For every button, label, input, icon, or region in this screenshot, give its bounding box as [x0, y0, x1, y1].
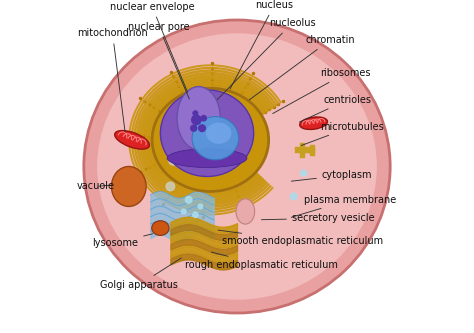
Ellipse shape: [236, 199, 255, 224]
Text: microtubules: microtubules: [301, 122, 384, 146]
Circle shape: [193, 111, 198, 116]
Text: centrioles: centrioles: [300, 95, 372, 122]
Ellipse shape: [152, 221, 169, 235]
Text: vacuole: vacuole: [77, 181, 115, 191]
Ellipse shape: [111, 166, 146, 206]
Text: cytoplasm: cytoplasm: [292, 170, 373, 181]
Text: smooth endoplasmatic reticulum: smooth endoplasmatic reticulum: [218, 230, 383, 246]
Circle shape: [182, 209, 186, 214]
Text: nuclear envelope: nuclear envelope: [110, 2, 194, 92]
Text: plasma membrane: plasma membrane: [292, 195, 396, 217]
Text: nucleolus: nucleolus: [217, 18, 315, 100]
Circle shape: [201, 116, 206, 121]
Text: nucleus: nucleus: [230, 0, 293, 89]
Ellipse shape: [152, 88, 269, 191]
Circle shape: [185, 196, 192, 203]
Ellipse shape: [206, 123, 231, 144]
Ellipse shape: [192, 117, 239, 160]
Circle shape: [193, 212, 198, 217]
Circle shape: [301, 170, 307, 176]
Text: chromatin: chromatin: [249, 35, 355, 100]
Ellipse shape: [115, 131, 149, 149]
Text: rough endoplasmatic reticulum: rough endoplasmatic reticulum: [185, 252, 338, 270]
Ellipse shape: [84, 20, 390, 313]
Text: Golgi apparatus: Golgi apparatus: [100, 258, 182, 290]
Ellipse shape: [97, 33, 377, 300]
Text: secretory vesicle: secretory vesicle: [262, 213, 374, 223]
Text: mitochondrion: mitochondrion: [77, 28, 148, 132]
Ellipse shape: [167, 149, 247, 167]
Circle shape: [166, 182, 175, 191]
Text: nuclear pore: nuclear pore: [128, 22, 190, 99]
Circle shape: [168, 155, 179, 165]
Text: ribosomes: ribosomes: [273, 68, 371, 114]
Circle shape: [199, 125, 205, 132]
Ellipse shape: [300, 117, 328, 130]
Text: lysosome: lysosome: [92, 234, 153, 248]
Circle shape: [191, 115, 201, 125]
Circle shape: [290, 193, 297, 200]
Circle shape: [191, 125, 197, 131]
Circle shape: [198, 204, 203, 209]
Ellipse shape: [177, 87, 220, 150]
Ellipse shape: [160, 90, 254, 176]
